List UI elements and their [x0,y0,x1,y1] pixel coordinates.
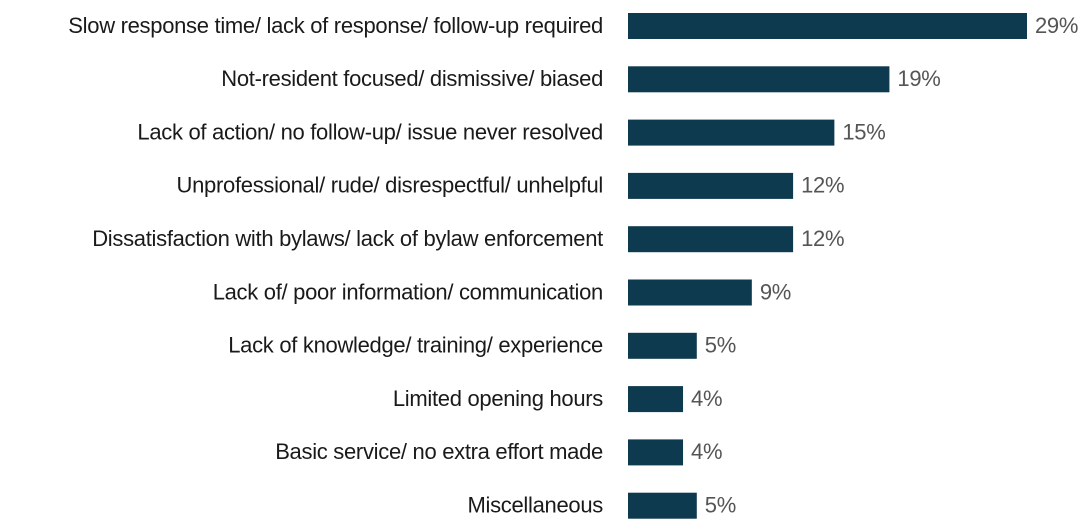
bar [628,386,684,413]
value-label: 12% [801,173,844,198]
category-label: Limited opening hours [393,386,603,411]
bar [628,119,835,146]
category-label: Slow response time/ lack of response/ fo… [68,13,603,38]
value-label: 5% [705,333,736,358]
value-label: 4% [691,386,722,411]
bar [628,439,684,466]
value-label: 29% [1035,13,1078,38]
bar [628,226,794,253]
bar [628,279,752,306]
category-label: Lack of action/ no follow-up/ issue neve… [137,119,603,144]
value-label: 9% [760,279,791,304]
category-label: Lack of knowledge/ training/ experience [228,333,603,358]
category-label: Not-resident focused/ dismissive/ biased [221,66,603,91]
category-label: Miscellaneous [467,493,603,518]
category-label: Dissatisfaction with bylaws/ lack of byl… [92,226,603,251]
bar [628,66,890,93]
value-label: 15% [842,119,885,144]
bar [628,172,794,199]
value-label: 5% [705,493,736,518]
value-label: 4% [691,439,722,464]
category-label: Unprofessional/ rude/ disrespectful/ unh… [177,173,603,198]
value-label: 12% [801,226,844,251]
bar [628,492,697,519]
category-label: Lack of/ poor information/ communication [213,279,603,304]
bar [628,332,697,359]
bar [628,13,1027,39]
value-label: 19% [897,66,940,91]
category-label: Basic service/ no extra effort made [275,439,603,464]
